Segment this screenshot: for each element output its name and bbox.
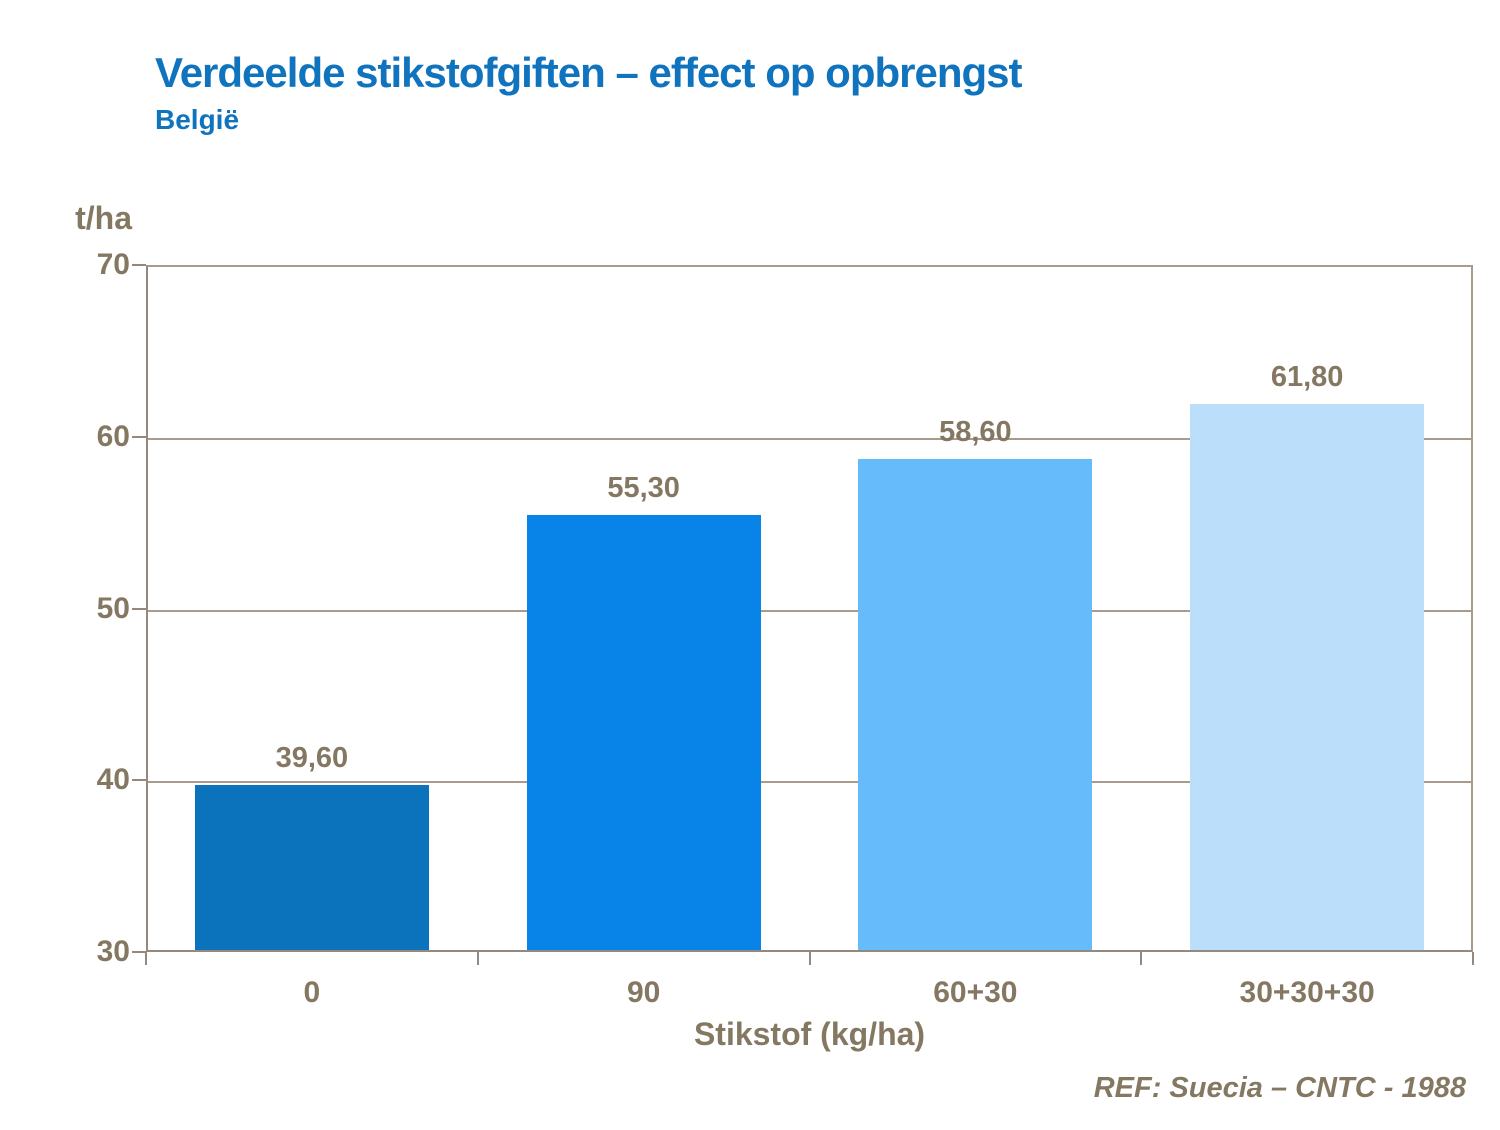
x-tick-mark-0: [145, 952, 147, 965]
y-tick-label-70: 70: [96, 248, 130, 281]
bar-0: [194, 785, 429, 950]
bar-value-label-60+30: 58,60: [939, 415, 1012, 448]
x-tick-mark-2: [808, 952, 811, 965]
plot-area: [146, 265, 1473, 952]
bar-30+30+30: [1190, 403, 1425, 950]
chart-title: Verdeelde stikstofgiften – effect op opb…: [155, 49, 1023, 96]
bar-value-label-0: 39,60: [275, 742, 349, 775]
gridline-y-60: [148, 437, 1471, 440]
y-tick-mark-70: [132, 264, 146, 266]
x-axis-title: Stikstof (kg/ha): [693, 1016, 926, 1052]
gridline-y-50: [148, 609, 1471, 612]
y-axis-unit-label: t/ha: [75, 200, 132, 236]
chart-subtitle: België: [155, 104, 240, 135]
gridline-y-40: [148, 781, 1471, 784]
y-tick-mark-30: [132, 951, 146, 953]
x-category-label-60+30: 60+30: [933, 976, 1018, 1009]
y-tick-mark-40: [132, 779, 146, 782]
y-tick-mark-60: [132, 435, 146, 438]
y-tick-label-30: 30: [96, 935, 130, 968]
y-tick-label-40: 40: [96, 763, 130, 797]
reference-note: REF: Suecia – CNTC - 1988: [1093, 1072, 1466, 1104]
y-tick-label-50: 50: [96, 591, 130, 625]
bar-60+30: [858, 458, 1093, 950]
x-tick-mark-3: [1140, 952, 1143, 965]
x-tick-mark-4: [1472, 952, 1474, 965]
bar-value-label-90: 55,30: [607, 472, 680, 505]
x-category-label-0: 0: [303, 976, 321, 1009]
y-tick-label-60: 60: [96, 419, 130, 453]
x-tick-mark-1: [476, 952, 479, 965]
y-tick-mark-50: [132, 607, 146, 610]
x-category-label-90: 90: [626, 976, 661, 1009]
x-category-label-30+30+30: 30+30+30: [1239, 976, 1375, 1009]
bar-90: [526, 515, 761, 950]
bar-value-label-30+30+30: 61,80: [1270, 360, 1344, 393]
